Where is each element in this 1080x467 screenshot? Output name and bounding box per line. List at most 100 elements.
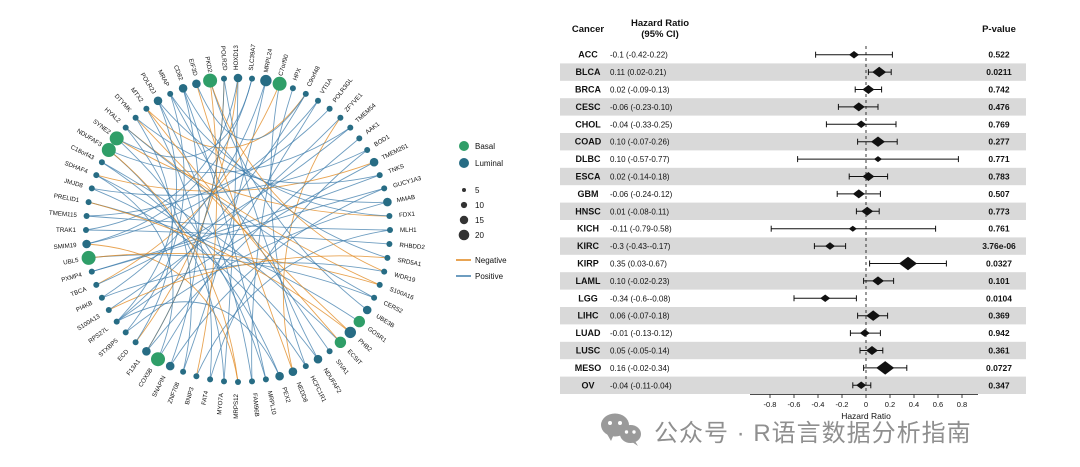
legend-size-swatch: [459, 215, 469, 225]
network-node-label: STXBP5: [97, 337, 120, 359]
network-node-label: S100A16: [388, 286, 415, 302]
cancer-label: OV: [581, 380, 594, 390]
legend-size-swatch: [460, 201, 468, 209]
network-node: [165, 361, 175, 371]
network-node-label: PEX2: [280, 386, 291, 404]
hr-diamond: [866, 310, 881, 321]
p-value: 0.0104: [986, 293, 1012, 303]
network-node: [98, 294, 105, 301]
row-stripe: [560, 341, 1026, 360]
network-node: [376, 172, 383, 179]
p-value: 0.347: [988, 380, 1010, 390]
network-node-label: ZFYVE1: [343, 91, 364, 113]
network-node-label: UBE3B: [375, 313, 396, 330]
network-node-label: POLR2J: [139, 72, 157, 96]
network-node: [203, 73, 218, 88]
network-node: [143, 105, 150, 112]
network-node-label: PKD2: [203, 56, 213, 74]
network-node-label: GUCY1A3: [392, 175, 422, 190]
network-node-label: HCFC1R1: [308, 375, 327, 404]
network-node: [221, 75, 227, 82]
network-edge: [135, 117, 380, 184]
network-node: [275, 371, 284, 381]
circular-network-plot: HOXD13 SLC39A7 MRPL24 C7orf90 HPX C9orf48VTI1…: [49, 43, 508, 418]
network-node: [81, 250, 96, 265]
network-edge: [209, 80, 368, 311]
network-node: [178, 84, 188, 93]
cancer-label: KIRP: [577, 259, 599, 269]
cancer-label: HNSC: [575, 206, 601, 216]
network-node-label: RPS27L: [87, 325, 110, 345]
network-edge: [91, 187, 385, 273]
network-node-label: MRPL24: [263, 48, 274, 73]
network-node: [315, 97, 321, 104]
row-stripe: [560, 376, 1026, 394]
hr-ci-label: -0.04 (-0.33-0.25): [610, 120, 673, 129]
hr-ci-label: -0.1 (-0.42-0.22): [610, 51, 668, 60]
network-node-label: SIVA1: [334, 358, 350, 376]
legend-size-swatch: [462, 188, 466, 192]
network-node-label: S100A13: [76, 313, 102, 333]
network-edge: [91, 187, 307, 367]
hr-ci-label: 0.16 (-0.02-0.34): [610, 364, 670, 373]
network-node-label: BOD1: [373, 133, 391, 148]
col-header-pvalue: P-value: [982, 24, 1016, 35]
p-value: 0.0211: [986, 67, 1012, 77]
network-edge: [146, 138, 360, 352]
legend-size-swatch: [458, 229, 470, 241]
network-panel: HOXD13 SLC39A7 MRPL24 C7orf90 HPX C9orf48 VTI1…: [6, 6, 554, 458]
network-edge: [195, 229, 391, 377]
network-node: [356, 135, 363, 142]
hr-diamond: [874, 156, 882, 163]
network-node: [313, 354, 323, 364]
network-node: [383, 197, 392, 207]
cancer-label: BLCA: [576, 67, 601, 77]
hr-diamond: [872, 66, 887, 78]
hr-diamond: [856, 120, 867, 128]
network-node-label: PHB2: [356, 337, 373, 353]
network-node: [334, 336, 347, 348]
network-node-label: GOSR1: [366, 326, 388, 345]
network-node: [233, 73, 243, 83]
p-value: 0.742: [988, 85, 1010, 95]
network-node-label: ECD: [116, 348, 130, 363]
forest-panel: Cancer Hazard Ratio (95% CI) P-value ACC -0.1…: [558, 16, 1030, 444]
hr-diamond: [899, 256, 917, 271]
network-node-label: SYNE2: [91, 118, 112, 136]
network-edge: [116, 93, 307, 322]
network-node: [386, 241, 393, 247]
hr-diamond: [856, 381, 867, 389]
p-value: 0.783: [988, 172, 1010, 182]
network-node: [167, 90, 174, 97]
hr-diamond: [852, 189, 865, 199]
x-tick-label: 0.8: [957, 400, 967, 409]
network-node-label: ECSIT: [346, 348, 364, 366]
x-tick-label: 0.6: [933, 400, 943, 409]
network-edge: [116, 138, 267, 380]
network-node: [142, 347, 151, 356]
network-node: [192, 79, 201, 89]
network-node-label: C7orf90: [277, 53, 290, 77]
network-node: [132, 339, 139, 346]
network-edge: [146, 78, 225, 352]
network-node: [101, 143, 116, 157]
network-edge: [101, 262, 385, 299]
network-node-label: TBCA: [70, 286, 89, 299]
network-node: [381, 185, 388, 192]
network-node-label: EIF3D: [187, 58, 199, 77]
hr-ci-label: -0.04 (-0.11-0.04): [610, 381, 672, 390]
network-node: [249, 378, 255, 385]
hr-diamond: [876, 361, 895, 375]
p-value: 0.0727: [986, 363, 1012, 373]
legend-edge-label: Positive: [475, 272, 504, 281]
p-value: 0.507: [988, 189, 1010, 199]
network-node: [249, 75, 255, 82]
p-value: 0.761: [988, 224, 1010, 234]
hr-ci-label: 0.02 (-0.09-0.13): [610, 86, 670, 95]
col-header-ci: (95% CI): [641, 29, 678, 40]
p-value: 0.101: [988, 276, 1010, 286]
network-edge: [182, 88, 388, 259]
cancer-label: ESCA: [575, 172, 601, 182]
network-edge: [116, 100, 177, 322]
